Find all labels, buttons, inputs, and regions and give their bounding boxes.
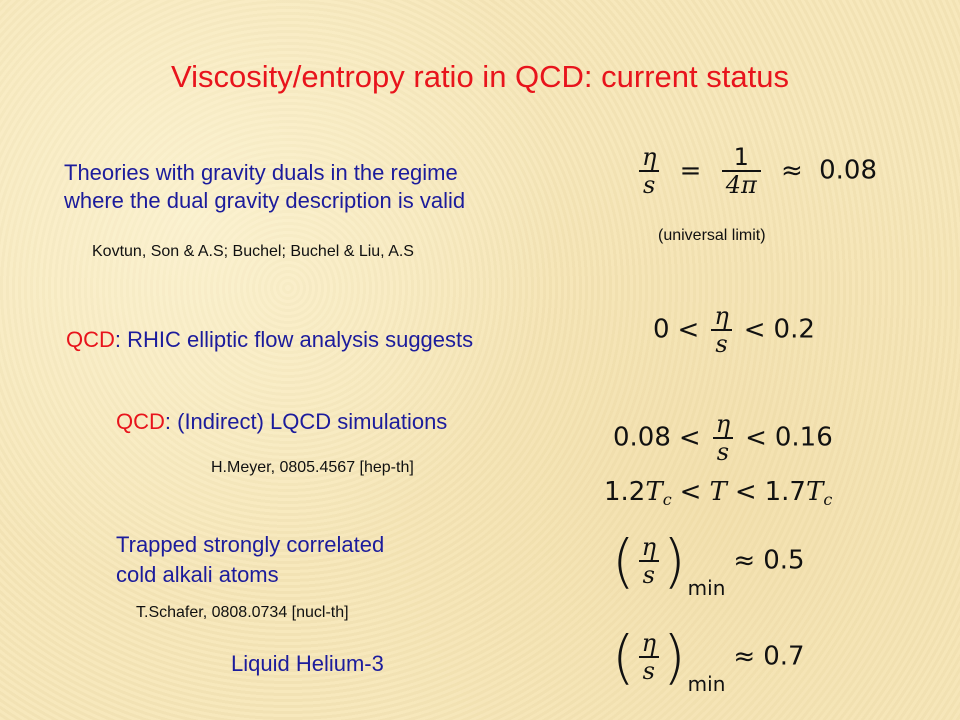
cold-atoms-reference: T.Schafer, 0808.0734 [nucl-th]	[136, 604, 349, 621]
universal-limit-note: (universal limit)	[658, 227, 766, 244]
cold-atoms-equation: (η s) min≈ 0.5	[612, 527, 805, 600]
lqcd-reference: H.Meyer, 0805.4567 [hep-th]	[211, 459, 414, 476]
qcd-label: QCD	[66, 327, 115, 352]
universal-limit-value: 0.08	[819, 155, 877, 186]
lqcd-equation: 0.08 < η s <0.16	[613, 410, 833, 466]
eta-over-s-fraction: η s	[639, 144, 660, 198]
rhic-equation: 0 < η s <0.2	[653, 302, 815, 358]
lqcd-text: QCD: (Indirect) LQCD simulations	[116, 409, 448, 434]
slide-title: Viscosity/entropy ratio in QCD: current …	[171, 59, 789, 94]
qcd-label: QCD	[116, 409, 165, 434]
cold-atoms-line1: Trapped strongly correlated	[116, 532, 385, 557]
liquid-helium-equation: (η s) min≈ 0.7	[612, 623, 805, 696]
rhic-text: QCD: RHIC elliptic flow analysis suggest…	[66, 327, 474, 352]
gravity-duals-line1: Theories with gravity duals in the regim…	[64, 160, 458, 185]
gravity-duals-reference: Kovtun, Son & A.S; Buchel; Buchel & Liu,…	[92, 243, 414, 260]
cold-atoms-line2: cold alkali atoms	[116, 562, 279, 587]
universal-limit-equation: η s = 1 4π ≈ 0.08	[635, 144, 877, 198]
temperature-range: 1.2Tc < T <1.7Tc	[604, 477, 833, 509]
gravity-duals-line2: where the dual gravity description is va…	[64, 188, 466, 213]
one-over-four-pi-fraction: 1 4π	[721, 144, 761, 198]
liquid-helium-label: Liquid Helium-3	[231, 651, 384, 676]
